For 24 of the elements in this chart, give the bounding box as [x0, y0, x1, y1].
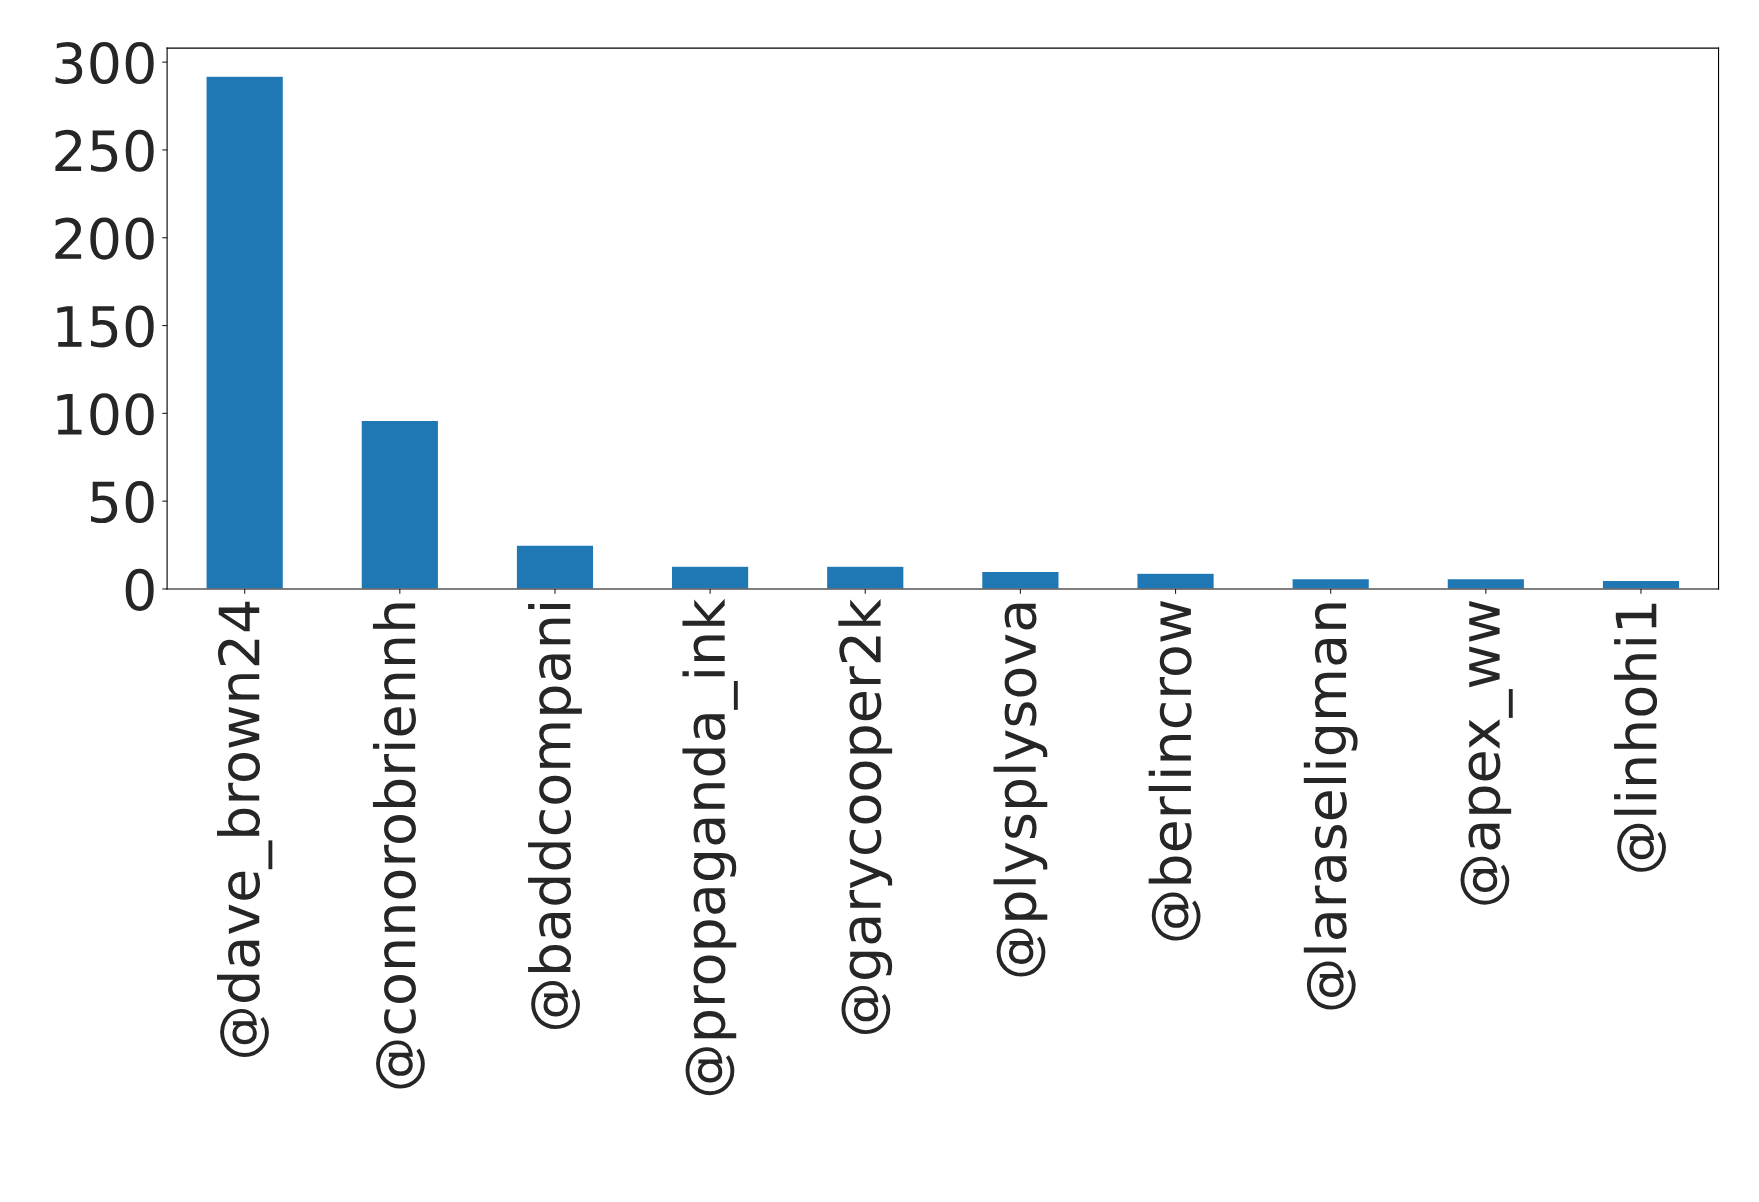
bar: [515, 544, 595, 589]
bar: [360, 419, 440, 589]
bar: [670, 565, 750, 589]
y-tick-label: 200: [55, 217, 154, 260]
y-tick-label: 50: [90, 481, 154, 524]
y-tick-label: 250: [55, 129, 154, 172]
x-tick-label: @apex_ww: [1460, 601, 1513, 905]
x-tick-label: @plysplysova: [993, 603, 1048, 977]
y-tick-label: 100: [57, 393, 154, 436]
bar: [205, 75, 285, 589]
x-tick-label: @connorobriennh: [372, 603, 425, 1089]
bar: [980, 570, 1060, 589]
x-tick-label: @linhohi1: [1614, 603, 1666, 872]
x-tick-label: @propaganda_ink: [682, 598, 738, 1096]
x-tick-label: @laraseligman: [1303, 603, 1358, 1010]
y-tick-label: 0: [125, 568, 154, 611]
x-tick-label: @garycooper2k: [838, 598, 893, 1034]
y-tick-label: 300: [55, 42, 154, 85]
x-tick-label: @dave_brown24: [217, 601, 273, 1057]
bar: [825, 565, 905, 589]
x-tick-label: @berlincrow: [1148, 601, 1201, 941]
x-tick-label: @baddcompani: [528, 603, 582, 1030]
y-tick-label: 150: [57, 305, 154, 348]
bar: [1136, 572, 1216, 589]
